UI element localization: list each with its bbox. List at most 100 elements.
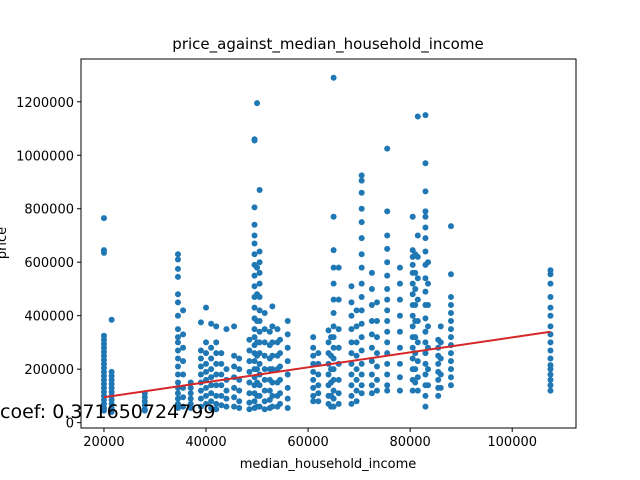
data-point [396, 264, 403, 271]
data-point [236, 355, 243, 362]
data-point [330, 355, 337, 362]
x-tick-label: 100000 [487, 435, 537, 450]
data-point [261, 326, 268, 333]
data-point [373, 334, 380, 341]
data-point [335, 390, 342, 397]
data-point [256, 248, 263, 255]
data-point [384, 318, 391, 325]
data-point [396, 328, 403, 335]
data-point [547, 339, 554, 346]
data-point [335, 376, 342, 383]
data-point [251, 283, 258, 290]
data-point [218, 382, 225, 389]
data-point [348, 360, 355, 367]
data-point [547, 293, 554, 300]
data-point [384, 307, 391, 314]
data-point [447, 293, 454, 300]
data-point [422, 224, 429, 231]
data-point [277, 390, 284, 397]
data-point [315, 390, 322, 397]
data-point [330, 213, 337, 220]
data-point [435, 392, 442, 399]
data-point [203, 360, 210, 367]
data-point [422, 112, 429, 119]
data-point [330, 264, 337, 271]
data-point [353, 376, 360, 383]
data-point [284, 404, 291, 411]
data-point [335, 326, 342, 333]
data-point [246, 347, 253, 354]
data-point [100, 215, 107, 222]
data-point [251, 232, 258, 239]
data-point [422, 328, 429, 335]
data-point [330, 334, 337, 341]
data-point [284, 318, 291, 325]
data-point [174, 395, 181, 402]
data-point [310, 368, 317, 375]
data-point [246, 379, 253, 386]
y-axis-label: price [0, 227, 10, 259]
data-point [208, 390, 215, 397]
data-point [251, 358, 258, 365]
data-point [384, 259, 391, 266]
data-point [203, 400, 210, 407]
x-tick-label: 60000 [287, 435, 328, 450]
data-point [100, 407, 107, 414]
data-point [208, 398, 215, 405]
data-point [180, 344, 187, 351]
data-point [547, 371, 554, 378]
data-point [236, 398, 243, 405]
y-tick-label: 200000 [24, 363, 74, 378]
data-point [284, 384, 291, 391]
data-point [284, 331, 291, 338]
data-point [180, 358, 187, 365]
data-point [180, 331, 187, 338]
data-point [310, 398, 317, 405]
data-point [174, 312, 181, 319]
data-point [422, 403, 429, 410]
regression-line [103, 330, 551, 399]
data-point [187, 395, 194, 402]
data-point [335, 264, 342, 271]
data-point [358, 235, 365, 242]
data-point [231, 323, 238, 330]
data-point [414, 275, 421, 282]
data-point [251, 304, 258, 311]
data-point [396, 374, 403, 381]
data-point [422, 339, 429, 346]
regression-layer [103, 330, 551, 399]
data-point [409, 355, 416, 362]
data-point [437, 323, 444, 330]
data-point [251, 398, 258, 405]
data-point [174, 265, 181, 272]
data-point [414, 387, 421, 394]
data-point [246, 390, 253, 397]
data-point [223, 366, 230, 373]
data-point [358, 280, 365, 287]
data-point [261, 387, 268, 394]
data-point [422, 275, 429, 282]
data-point [437, 371, 444, 378]
data-point [409, 312, 416, 319]
data-point [384, 232, 391, 239]
data-point [266, 387, 273, 394]
data-point [396, 296, 403, 303]
data-point [330, 296, 337, 303]
data-point [174, 273, 181, 280]
data-point [353, 307, 360, 314]
data-point [330, 387, 337, 394]
y-tick-label: 1000000 [16, 149, 74, 164]
data-point [213, 350, 220, 357]
data-point [373, 299, 380, 306]
data-point [547, 366, 554, 373]
data-point [251, 334, 258, 341]
data-point [547, 347, 554, 354]
data-point [269, 366, 276, 373]
data-point [197, 403, 204, 410]
data-point [425, 280, 432, 287]
data-point [547, 387, 554, 394]
data-point [373, 318, 380, 325]
data-point [425, 302, 432, 308]
data-point [384, 245, 391, 252]
